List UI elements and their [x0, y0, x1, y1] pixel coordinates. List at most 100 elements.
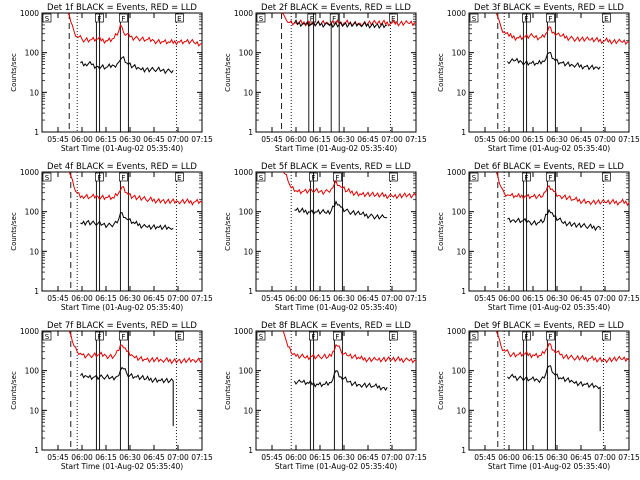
x-tick-label: 06:15: [522, 453, 544, 462]
x-tick-label: 06:15: [95, 135, 117, 144]
chart-title: Det 9f BLACK = Events, RED = LLD: [474, 321, 624, 331]
y-tick-label: 1: [34, 128, 39, 137]
corner-label-box: [469, 13, 479, 23]
series-lld-line: [495, 171, 630, 207]
corner-label: S: [45, 333, 50, 341]
y-axis-label: Counts/sec: [437, 371, 445, 410]
corner-label: S: [259, 15, 264, 23]
corner-label-box: [256, 13, 266, 23]
corner-label-box: [469, 331, 479, 341]
x-tick-label: 05:45: [261, 135, 283, 144]
x-tick-label: 06:00: [498, 453, 520, 462]
y-axis-label: Counts/sec: [10, 371, 18, 410]
x-tick-label: 06:15: [522, 135, 544, 144]
x-tick-label: 06:45: [570, 135, 592, 144]
marker-label-box: [546, 13, 555, 23]
chart-title: Det 5f BLACK = Events, RED = LLD: [261, 162, 411, 172]
x-tick-label: 07:00: [167, 135, 189, 144]
marker-label: E: [604, 174, 608, 182]
x-axis-label: Start Time (01-Aug-02 05:35:40): [61, 303, 183, 312]
y-tick-label: 1: [461, 128, 466, 137]
y-tick-label: 1: [248, 446, 253, 455]
x-axis-label: Start Time (01-Aug-02 05:35:40): [275, 462, 397, 471]
x-tick-label: 07:15: [618, 453, 640, 462]
y-tick-label: 100: [239, 49, 254, 58]
x-tick-label: 05:45: [47, 294, 69, 303]
x-tick-label: 06:30: [546, 294, 568, 303]
x-axis-label: Start Time (01-Aug-02 05:35:40): [275, 144, 397, 153]
plot-frame: [255, 330, 417, 451]
x-tick-label: 06:15: [309, 294, 331, 303]
y-tick-label: 1: [461, 446, 466, 455]
series-events-line: [294, 200, 388, 220]
plot-frame: [468, 171, 630, 292]
marker-label: F: [548, 15, 552, 23]
y-tick-label: 1000: [20, 9, 39, 18]
x-tick-label: 06:45: [143, 135, 165, 144]
y-tick-label: 1000: [234, 327, 253, 336]
corner-label: S: [472, 15, 477, 23]
x-tick-label: 07:15: [618, 135, 640, 144]
y-tick-label: 100: [25, 49, 40, 58]
chart-title: Det 3f BLACK = Events, RED = LLD: [474, 3, 624, 13]
series-events-line: [80, 211, 174, 231]
x-axis-label: Start Time (01-Aug-02 05:35:40): [488, 144, 610, 153]
y-axis-label: Counts/sec: [224, 371, 232, 410]
corner-label: S: [472, 174, 477, 182]
marker-label-box: [333, 172, 342, 182]
x-tick-label: 07:00: [381, 453, 403, 462]
corner-label-box: [42, 172, 52, 182]
y-tick-label: 100: [25, 208, 40, 217]
x-tick-label: 06:30: [119, 294, 141, 303]
y-axis-label: Counts/sec: [224, 53, 232, 92]
marker-label: F: [548, 333, 552, 341]
x-tick-label: 07:00: [167, 294, 189, 303]
marker-label: E: [604, 333, 608, 341]
marker-label-box: [119, 331, 128, 341]
corner-label: S: [259, 333, 264, 341]
x-tick-label: 06:15: [522, 294, 544, 303]
x-tick-label: 07:15: [191, 294, 213, 303]
x-tick-label: 06:45: [143, 294, 165, 303]
x-tick-label: 06:00: [498, 294, 520, 303]
x-axis-label: Start Time (01-Aug-02 05:35:40): [61, 144, 183, 153]
y-tick-label: 10: [456, 88, 466, 97]
marker-label: F: [335, 174, 339, 182]
x-axis-label: Start Time (01-Aug-02 05:35:40): [275, 303, 397, 312]
x-tick-label: 06:00: [498, 135, 520, 144]
y-tick-label: 10: [29, 406, 39, 415]
marker-label: F: [121, 15, 125, 23]
marker-label-box: [546, 331, 555, 341]
y-tick-label: 1000: [20, 327, 39, 336]
x-tick-label: 05:45: [474, 453, 496, 462]
y-tick-label: 1000: [20, 168, 39, 177]
x-tick-label: 06:45: [570, 453, 592, 462]
x-tick-label: 07:15: [191, 453, 213, 462]
y-tick-label: 10: [243, 88, 253, 97]
marker-label: F: [548, 174, 552, 182]
series-lld-line: [495, 12, 630, 46]
x-tick-label: 06:30: [119, 135, 141, 144]
marker-label: F: [335, 333, 339, 341]
corner-label-box: [42, 331, 52, 341]
marker-label-box: [602, 172, 611, 182]
x-tick-label: 05:45: [47, 135, 69, 144]
marker-label-box: [329, 13, 339, 23]
x-tick-label: 07:15: [405, 294, 427, 303]
corner-label: S: [259, 174, 264, 182]
x-tick-label: 06:30: [546, 453, 568, 462]
marker-label: F: [121, 333, 125, 341]
marker-label-box: [119, 13, 128, 23]
plot-frame: [41, 330, 203, 451]
x-tick-label: 05:45: [474, 135, 496, 144]
marker-label: E: [177, 333, 181, 341]
y-tick-label: 10: [243, 247, 253, 256]
x-tick-label: 06:15: [95, 294, 117, 303]
series-events-line: [80, 55, 174, 75]
marker-label: E: [391, 174, 395, 182]
y-tick-label: 10: [243, 406, 253, 415]
marker-label: E: [391, 15, 395, 23]
x-tick-label: 06:45: [357, 294, 379, 303]
detector-panel: Det 4f BLACK = Events, RED = LLD 1 10 100 10…: [10, 162, 213, 312]
